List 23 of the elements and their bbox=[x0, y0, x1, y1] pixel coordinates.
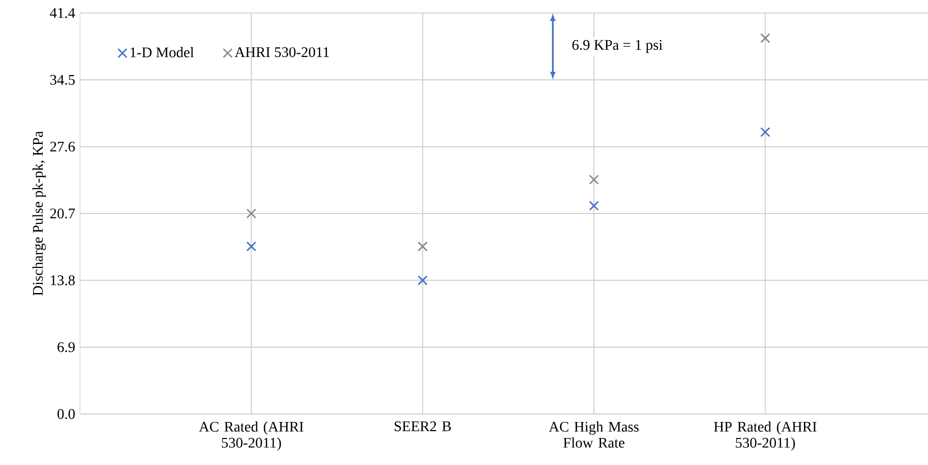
point bbox=[760, 33, 770, 44]
point bbox=[588, 174, 599, 185]
point bbox=[418, 241, 428, 252]
legend-label: AHRI 530-2011 bbox=[234, 47, 329, 58]
x-tick-label: SEER2 B bbox=[394, 421, 451, 432]
point bbox=[760, 127, 770, 138]
x-tick-label: HP Rated (AHRI 530-2011) bbox=[714, 421, 816, 451]
y-tick-label: 0.0 bbox=[58, 409, 75, 419]
y-tick-label: 41.4 bbox=[50, 8, 76, 18]
y-tick-label: 6.9 bbox=[58, 342, 75, 352]
legend-label: 1-D Model bbox=[130, 47, 194, 58]
y-tick-label: 13.8 bbox=[50, 275, 75, 286]
point bbox=[246, 241, 256, 252]
y-tick-label: 27.6 bbox=[50, 142, 75, 152]
point bbox=[418, 275, 428, 286]
point bbox=[246, 208, 256, 218]
y-tick-label: 34.5 bbox=[50, 74, 75, 85]
x-tick-label: AC High Mass Flow Rate bbox=[548, 421, 639, 448]
y-tick-label: 20.7 bbox=[50, 208, 75, 218]
y-axis-title: Discharge Pulse pk-pk, KPa bbox=[32, 131, 46, 296]
point bbox=[588, 200, 599, 211]
x-tick-label: AC Rated (AHRI 530-2011) bbox=[198, 421, 304, 451]
annotation: 6.9 KPa = 1 psi bbox=[572, 40, 662, 53]
